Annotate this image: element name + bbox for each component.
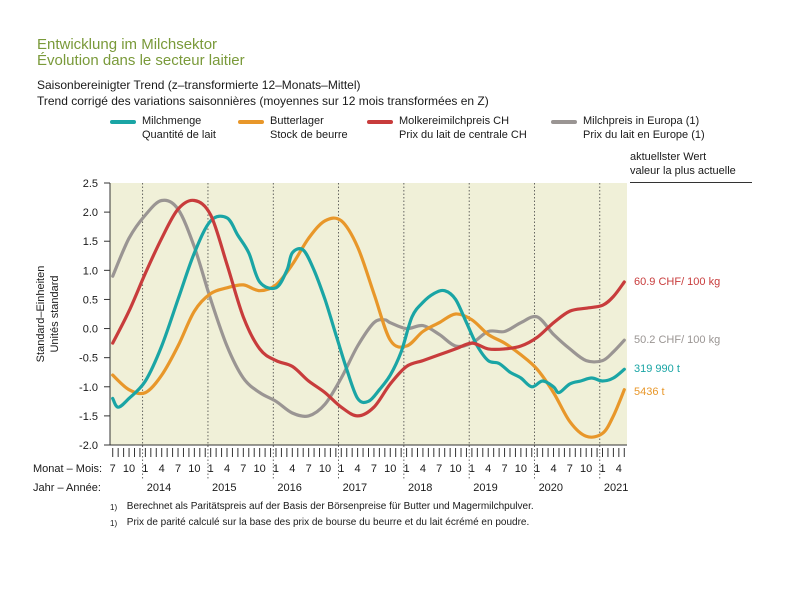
x-month-label: 7: [567, 463, 573, 475]
footnote-fr: 1) Prix de parité calculé sur la base de…: [110, 515, 534, 531]
chart-subtitle-fr: Trend corrigé des variations saisonnière…: [37, 94, 489, 108]
current-value-rule: [630, 182, 752, 183]
y-tick-label: 2.5: [83, 178, 98, 190]
x-month-label: 4: [224, 463, 230, 475]
x-month-label: 10: [188, 463, 200, 475]
series-line: [111, 214, 626, 409]
footnote-text-de: Berechnet als Paritätspreis auf der Basi…: [126, 501, 534, 512]
series-line: [111, 198, 626, 418]
x-year-label: 2019: [473, 482, 497, 494]
x-month-label: 4: [355, 463, 361, 475]
x-month-label: 10: [254, 463, 266, 475]
x-month-label: 1: [338, 463, 344, 475]
footnote-mark: 1): [110, 519, 118, 528]
footnote-de: 1) Berechnet als Paritätspreis auf der B…: [110, 499, 534, 515]
x-month-label: 10: [515, 463, 527, 475]
plot-area: [110, 183, 627, 445]
x-month-label: 7: [175, 463, 181, 475]
footnote-mark: 1): [110, 503, 118, 512]
x-month-label: 7: [371, 463, 377, 475]
y-tick-label: -0.5: [79, 353, 98, 365]
x-month-label: 1: [142, 463, 148, 475]
x-month-label: 7: [436, 463, 442, 475]
legend-label-fr: Quantité de lait: [142, 129, 216, 141]
x-month-label: 4: [616, 463, 622, 475]
x-month-label: 4: [159, 463, 165, 475]
y-tick-label: 1.0: [83, 265, 98, 277]
legend-label-de: Molkereimilchpreis CH: [399, 115, 510, 127]
x-month-label: 1: [208, 463, 214, 475]
x-month-label: 10: [580, 463, 592, 475]
legend-label: Milchpreis in Europa (1) Prix du lait en …: [583, 114, 705, 142]
legend-swatch: [551, 120, 577, 124]
x-month-label: 7: [501, 463, 507, 475]
legend-label: Butterlager Stock de beurre: [270, 114, 348, 142]
legend-swatch: [110, 120, 136, 124]
y-tick-label: 0.5: [83, 294, 98, 306]
x-month-label: 4: [420, 463, 426, 475]
y-axis-label-de: Standard–Einheiten: [35, 266, 47, 363]
current-value-label: 5436 t: [634, 386, 665, 398]
current-value-header-fr: valeur la plus actuelle: [630, 165, 736, 177]
legend-label-fr: Prix du lait en Europe (1): [583, 129, 705, 141]
legend-label-de: Milchmenge: [142, 115, 202, 127]
y-tick-label: 1.5: [83, 236, 98, 248]
x-year-label: 2018: [408, 482, 432, 494]
y-tick-label: 2.0: [83, 207, 98, 219]
current-value-header: aktuellster Wert valeur la plus actuelle: [630, 150, 736, 178]
x-month-label: 4: [550, 463, 556, 475]
series-line: [111, 198, 626, 418]
legend-label-de: Milchpreis in Europa (1): [583, 115, 700, 127]
x-year-label: 2017: [343, 482, 367, 494]
x-month-label: 10: [123, 463, 135, 475]
legend-label: Milchmenge Quantité de lait: [142, 114, 216, 142]
x-month-label: 10: [319, 463, 331, 475]
x-month-label: 10: [449, 463, 461, 475]
chart-title-fr: Évolution dans le secteur laitier: [37, 52, 245, 69]
current-value-label: 319 990 t: [634, 363, 680, 375]
footnotes: 1) Berechnet als Paritätspreis auf der B…: [110, 499, 534, 531]
x-month-label: 1: [404, 463, 410, 475]
chart-subtitle-de: Saisonbereinigter Trend (z–transformiert…: [37, 78, 361, 92]
x-year-label: 2016: [277, 482, 301, 494]
legend-swatch: [367, 120, 393, 124]
x-year-label: 2020: [539, 482, 563, 494]
legend-label-de: Butterlager: [270, 115, 324, 127]
x-year-label: 2015: [212, 482, 236, 494]
x-month-label: 1: [273, 463, 279, 475]
y-axis-label-fr: Unités standard: [49, 275, 61, 352]
y-tick-label: -1.0: [79, 382, 98, 394]
x-month-label: 4: [485, 463, 491, 475]
current-value-header-de: aktuellster Wert: [630, 151, 707, 163]
legend-label: Molkereimilchpreis CH Prix du lait de cen…: [399, 114, 527, 142]
current-value-label: 60.9 CHF/ 100 kg: [634, 276, 721, 288]
y-tick-label: -2.0: [79, 440, 98, 452]
year-row-label: Jahr – Année:: [33, 482, 101, 494]
legend-swatch: [238, 120, 264, 124]
x-year-label: 2021: [604, 482, 628, 494]
chart-title-de: Entwicklung im Milchsektor: [37, 36, 218, 53]
x-month-label: 4: [289, 463, 295, 475]
x-year-label: 2014: [147, 482, 171, 494]
month-row-label: Monat – Mois:: [33, 463, 102, 475]
x-month-label: 7: [306, 463, 312, 475]
y-tick-label: 0.0: [83, 324, 98, 336]
x-month-label: 1: [599, 463, 605, 475]
legend-label-fr: Stock de beurre: [270, 129, 348, 141]
y-tick-label: -1.5: [79, 411, 98, 423]
x-month-label: 1: [534, 463, 540, 475]
footnote-text-fr: Prix de parité calculé sur la base des p…: [126, 517, 530, 528]
current-value-label: 50.2 CHF/ 100 kg: [634, 334, 721, 346]
x-month-label: 7: [240, 463, 246, 475]
x-month-label: 10: [384, 463, 396, 475]
x-month-label: 7: [110, 463, 116, 475]
x-month-label: 1: [469, 463, 475, 475]
legend-label-fr: Prix du lait de centrale CH: [399, 129, 527, 141]
